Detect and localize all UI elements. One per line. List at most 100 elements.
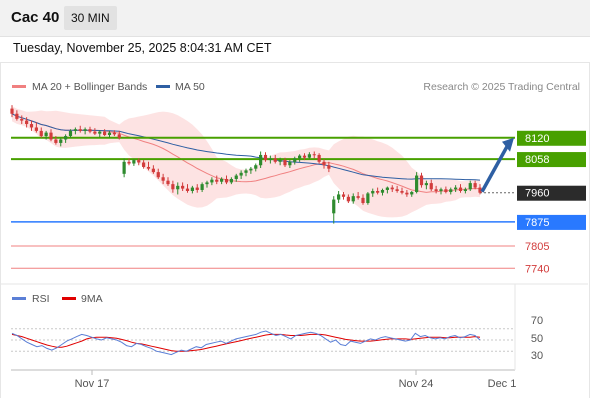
candle <box>458 184 463 193</box>
candle-body <box>200 184 204 190</box>
candle <box>371 188 375 197</box>
candle <box>468 180 472 191</box>
candle-body <box>176 185 180 190</box>
candle-body <box>205 182 209 185</box>
candle-body <box>166 180 170 185</box>
level-tag <box>517 152 586 168</box>
candle <box>298 154 302 162</box>
candle-body <box>288 161 292 166</box>
candle <box>171 180 175 193</box>
copyright-text: Research © 2025 Trading Central <box>423 81 580 93</box>
candle <box>200 182 204 193</box>
candle <box>366 192 370 205</box>
arrow-head <box>502 137 514 152</box>
candle-body <box>142 162 146 167</box>
candle-body <box>64 136 68 140</box>
candle-body <box>454 187 458 190</box>
candle <box>273 154 277 164</box>
candle-body <box>259 154 263 166</box>
candle-body <box>337 194 341 200</box>
candle <box>229 177 233 185</box>
candle <box>210 177 214 186</box>
candle-body <box>83 129 87 131</box>
candle <box>78 125 82 133</box>
candle <box>190 185 194 194</box>
timeframe-button[interactable]: 30 MIN <box>64 6 117 30</box>
candle <box>205 180 209 188</box>
level-pivot-7875: 7875 <box>11 214 586 230</box>
candle <box>103 129 107 137</box>
candle <box>142 160 146 169</box>
candle-body <box>434 189 438 191</box>
candle <box>176 182 180 195</box>
candle <box>244 168 248 177</box>
candle <box>419 172 424 188</box>
candle-body <box>215 179 219 182</box>
candle-body <box>332 199 336 214</box>
candle <box>434 185 438 194</box>
level-resistance-8120: 8120 <box>11 130 586 146</box>
candle <box>351 193 355 204</box>
candle-body <box>302 155 307 158</box>
candle-body <box>405 192 409 195</box>
candle <box>254 163 258 172</box>
level-tag <box>517 130 586 146</box>
candle <box>93 128 97 136</box>
candle <box>307 152 311 160</box>
ma9-legend-swatch <box>62 297 76 300</box>
candle-body <box>415 175 419 193</box>
rsi-tick-30: 30 <box>531 350 543 362</box>
candle-body <box>366 193 370 204</box>
candle <box>439 187 443 195</box>
candle <box>317 153 321 164</box>
candle-body <box>112 132 116 135</box>
candle-body <box>151 168 155 173</box>
candle <box>288 160 292 168</box>
candle <box>341 192 346 200</box>
candle-body <box>107 132 112 136</box>
rsi-panel <box>11 328 515 356</box>
candle-body <box>273 158 277 162</box>
candle <box>361 194 365 205</box>
ma50-legend-swatch <box>156 85 170 88</box>
candle-body <box>429 183 433 190</box>
candle-body <box>117 134 121 138</box>
candle-body <box>463 189 467 191</box>
candle-body <box>10 108 14 114</box>
candle-body <box>93 131 97 134</box>
candle-body <box>249 168 253 171</box>
candle-body <box>224 178 229 183</box>
candle-body <box>478 187 482 193</box>
candle <box>312 151 316 159</box>
rsi-tick-50: 50 <box>531 333 543 345</box>
candle <box>449 187 453 195</box>
bollinger-band <box>12 106 480 218</box>
candle <box>59 137 63 147</box>
ma20-legend-swatch <box>12 85 26 88</box>
ma50-legend-label: MA 50 <box>175 81 205 93</box>
candle <box>259 151 263 168</box>
ma9-legend-label: 9MA <box>81 293 103 305</box>
candle <box>395 185 399 193</box>
candle-body <box>195 187 199 190</box>
candle-body <box>439 189 443 191</box>
ma20-legend-label: MA 20 + Bollinger Bands <box>32 81 147 93</box>
level-tag <box>517 185 586 201</box>
candle <box>29 120 34 131</box>
candle <box>73 127 77 135</box>
candle-body <box>346 196 350 202</box>
candle-body <box>20 118 24 121</box>
candle-body <box>327 165 331 169</box>
candle <box>107 130 112 138</box>
candle <box>332 196 336 224</box>
candle-body <box>127 161 131 164</box>
level-support-7740: 7740 <box>11 263 549 275</box>
candle-body <box>361 197 365 204</box>
candle-body <box>410 192 414 195</box>
candle <box>249 166 253 174</box>
candle-body <box>181 185 185 189</box>
candle-body <box>380 189 385 193</box>
candle-body <box>298 155 302 159</box>
candle <box>424 180 428 190</box>
